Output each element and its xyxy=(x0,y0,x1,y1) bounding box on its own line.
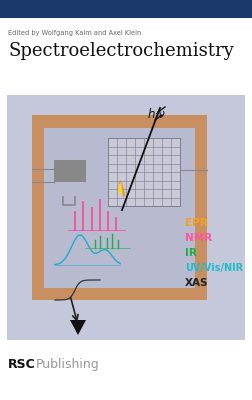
Bar xyxy=(108,138,180,206)
Polygon shape xyxy=(70,320,86,335)
Text: UV/Vis/NIR: UV/Vis/NIR xyxy=(185,263,243,273)
Bar xyxy=(54,160,86,182)
Polygon shape xyxy=(115,180,125,205)
Text: NMR: NMR xyxy=(185,233,212,243)
Text: Edited by Wolfgang Kaim and Axel Klein: Edited by Wolfgang Kaim and Axel Klein xyxy=(8,30,141,36)
Text: Spectroelectrochemistry: Spectroelectrochemistry xyxy=(8,42,234,60)
Text: Publishing: Publishing xyxy=(36,358,100,371)
Text: XAS: XAS xyxy=(185,278,208,288)
Text: RSC: RSC xyxy=(8,358,36,371)
Polygon shape xyxy=(118,182,122,195)
Text: IR: IR xyxy=(185,248,197,258)
Bar xyxy=(0,0,252,18)
Text: EPR: EPR xyxy=(185,218,208,228)
Bar xyxy=(7,95,245,340)
Bar xyxy=(32,115,207,300)
Text: h·ν: h·ν xyxy=(148,108,166,121)
Bar xyxy=(44,128,195,288)
